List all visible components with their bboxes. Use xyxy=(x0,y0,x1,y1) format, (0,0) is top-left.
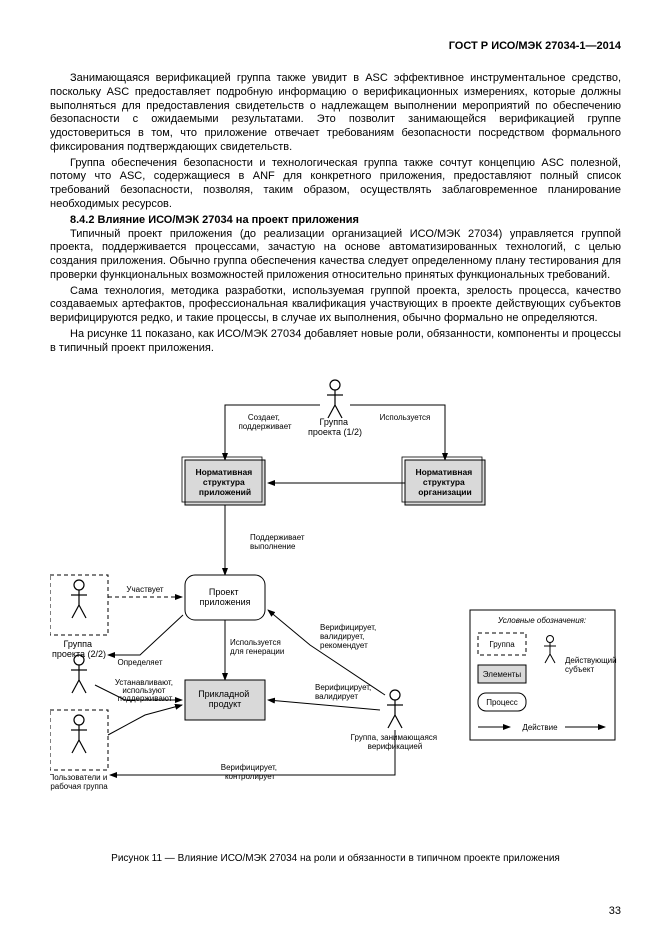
figure-caption: Рисунок 11 — Влияние ИСО/МЭК 27034 на ро… xyxy=(50,853,621,864)
edge-creates-label: Создает, поддерживает xyxy=(238,413,291,431)
legend-elements-label: Элементы xyxy=(483,670,522,679)
paragraph-1: Занимающаяся верификацией группа также у… xyxy=(50,72,621,155)
edge-verifrec-label: Верифицирует, валидирует, рекомендует xyxy=(320,623,379,650)
actor-team-top-label: Группа проекта (1/2) xyxy=(308,417,362,437)
actor-team-top-icon xyxy=(327,380,343,418)
edge-uses-label: Используется xyxy=(380,413,431,422)
actor-users-icon xyxy=(71,655,87,693)
edge-participates-label: Участвует xyxy=(126,585,164,594)
actor-verify-icon xyxy=(387,690,403,728)
actor-users-label: Пользователи и рабочая группа xyxy=(50,773,110,791)
page-number: 33 xyxy=(609,905,621,917)
legend-title: Условные обозначения: xyxy=(497,616,586,625)
edge-verifval-label: Верифицирует, валидирует xyxy=(315,683,374,701)
legend-group-label: Группа xyxy=(489,640,515,649)
node-anf-label: Нормативная структура приложений xyxy=(195,467,254,497)
actor-users-icon-2 xyxy=(71,715,87,753)
edge-usedgen-label: Используется для генерации xyxy=(230,638,284,656)
legend-process-label: Процесс xyxy=(486,698,518,707)
subheading-842: 8.4.2 Влияние ИСО/МЭК 27034 на проект пр… xyxy=(50,214,621,226)
paragraph-2: Группа обеспечения безопасности и технол… xyxy=(50,157,621,212)
edge-supports-label: Поддерживает выполнение xyxy=(250,533,307,551)
edge-defines-label: Определяет xyxy=(118,658,163,667)
paragraph-3: Типичный проект приложения (до реализаци… xyxy=(50,228,621,283)
edge-verifctrl-label: Верифицирует, контролирует xyxy=(221,763,280,781)
doc-header: ГОСТ Р ИСО/МЭК 27034-1—2014 xyxy=(50,40,621,52)
paragraph-4: Сама технология, методика разработки, ис… xyxy=(50,285,621,326)
figure-11-diagram: Группа проекта (1/2) Создает, поддержива… xyxy=(50,365,620,845)
legend-action-label: Действие xyxy=(522,723,558,732)
actor-team-left-label: Группа проекта (2/2) xyxy=(52,639,106,659)
node-onf-label: Нормативная структура организации xyxy=(415,467,474,497)
actor-team-left-icon xyxy=(71,580,87,618)
edge-install-label: Устанавливают, используют поддерживают xyxy=(115,678,175,703)
paragraph-5: На рисунке 11 показано, как ИСО/МЭК 2703… xyxy=(50,328,621,356)
